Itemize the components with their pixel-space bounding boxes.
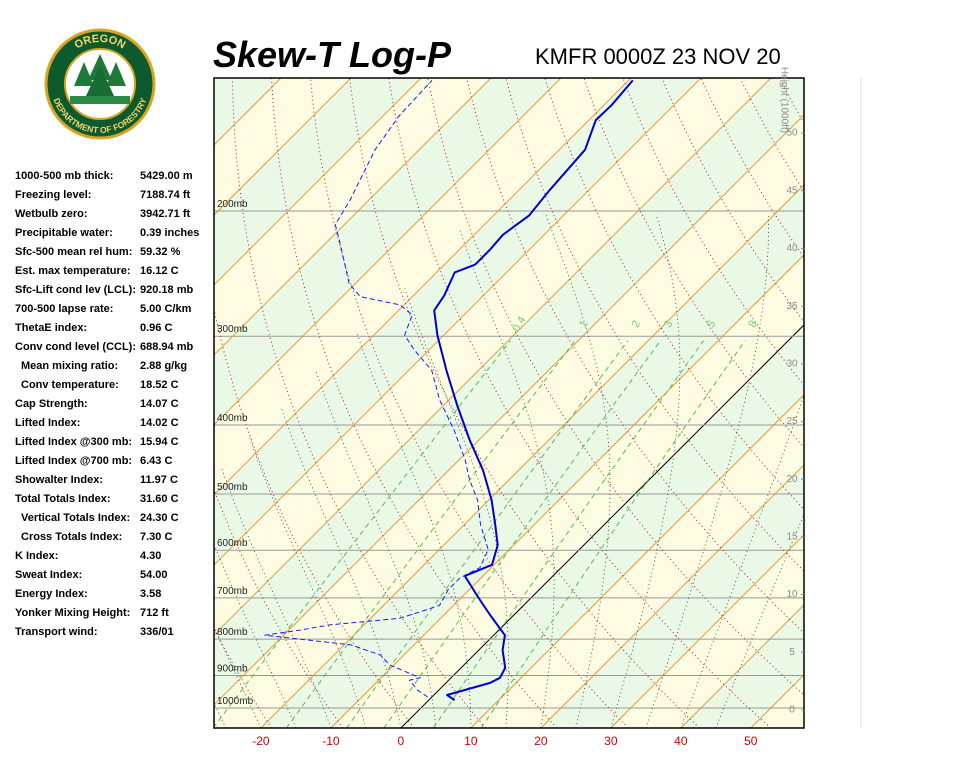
index-label: Yonker Mixing Height: bbox=[15, 607, 130, 619]
height-label: 0 bbox=[789, 705, 795, 716]
index-value: 3942.71 ft bbox=[140, 208, 190, 220]
dry-adiabat bbox=[778, 75, 960, 728]
height-label: 25 bbox=[786, 416, 798, 427]
dry-adiabat bbox=[855, 75, 960, 728]
index-value: 24.30 C bbox=[140, 512, 179, 524]
index-value: 920.18 mb bbox=[140, 284, 193, 296]
index-label: Energy Index: bbox=[15, 588, 88, 600]
pressure-label: 500mb bbox=[217, 482, 248, 493]
index-label: Mean mixing ratio: bbox=[21, 360, 118, 372]
height-label: 5 bbox=[789, 647, 795, 658]
index-label: Conv temperature: bbox=[21, 379, 119, 391]
index-label: Cross Totals Index: bbox=[21, 531, 122, 543]
logo: OREGON DEPARTMENT OF FORESTRY bbox=[46, 30, 154, 138]
index-label: Sfc-Lift cond lev (LCL): bbox=[15, 284, 136, 296]
index-value: 336/01 bbox=[140, 626, 174, 638]
indices-table: 1000-500 mb thick: 5429.00 m Freezing leve… bbox=[15, 170, 199, 638]
title: Skew-T Log-P bbox=[213, 34, 452, 75]
index-value: 0.39 inches bbox=[140, 227, 199, 239]
index-label: ThetaE index: bbox=[15, 322, 87, 334]
dry-adiabat bbox=[816, 75, 960, 728]
height-label: 10 bbox=[786, 589, 798, 600]
index-label: Freezing level: bbox=[15, 189, 91, 201]
index-value: 688.94 mb bbox=[140, 341, 193, 353]
index-label: Transport wind: bbox=[15, 626, 98, 638]
x-tick-label: 30 bbox=[604, 734, 618, 748]
index-value: 7.30 C bbox=[140, 531, 172, 543]
index-value: 54.00 bbox=[140, 569, 168, 581]
height-axis-title: Height (1000ft) bbox=[778, 67, 789, 133]
dry-adiabat bbox=[894, 75, 960, 728]
index-value: 15.94 C bbox=[140, 436, 179, 448]
index-value: 16.12 C bbox=[140, 265, 179, 277]
index-label: 1000-500 mb thick: bbox=[15, 170, 113, 182]
height-label: 40 bbox=[786, 243, 798, 254]
x-tick-label: -20 bbox=[252, 734, 270, 748]
height-label: 20 bbox=[786, 474, 798, 485]
pressure-label: 1000mb bbox=[217, 696, 254, 707]
index-label: Showalter Index: bbox=[15, 474, 103, 486]
station-time: KMFR 0000Z 23 NOV 20 bbox=[535, 44, 781, 69]
pressure-label: 600mb bbox=[217, 538, 248, 549]
index-label: Sweat Index: bbox=[15, 569, 82, 581]
pressure-label: 400mb bbox=[217, 413, 248, 424]
index-label: K Index: bbox=[15, 550, 58, 562]
index-label: Lifted Index: bbox=[15, 417, 80, 429]
index-label: Vertical Totals Index: bbox=[21, 512, 130, 524]
height-label: 35 bbox=[786, 301, 798, 312]
index-value: 7188.74 ft bbox=[140, 189, 190, 201]
index-value: 4.30 bbox=[140, 550, 161, 562]
height-label: 15 bbox=[786, 532, 798, 543]
pressure-label: 900mb bbox=[217, 663, 248, 674]
x-tick-label: 50 bbox=[744, 734, 758, 748]
x-tick-label: 20 bbox=[534, 734, 548, 748]
index-label: Conv cond level (CCL): bbox=[15, 341, 136, 353]
index-value: 2.88 g/kg bbox=[140, 360, 187, 372]
x-tick-label: 40 bbox=[674, 734, 688, 748]
x-tick-label: 0 bbox=[398, 734, 405, 748]
pressure-label: 700mb bbox=[217, 586, 248, 597]
index-value: 14.07 C bbox=[140, 398, 179, 410]
index-value: 14.02 C bbox=[140, 417, 179, 429]
height-label: 45 bbox=[786, 185, 798, 196]
index-value: 59.32 % bbox=[140, 246, 181, 258]
index-label: Wetbulb zero: bbox=[15, 208, 88, 220]
index-value: 11.97 C bbox=[140, 474, 178, 486]
index-label: Sfc-500 mean rel hum: bbox=[15, 246, 132, 258]
index-value: 5.00 C/km bbox=[140, 303, 192, 315]
index-label: Total Totals Index: bbox=[15, 493, 111, 505]
index-label: Lifted Index @300 mb: bbox=[15, 436, 132, 448]
index-label: Precipitable water: bbox=[15, 227, 113, 239]
index-label: 700-500 lapse rate: bbox=[15, 303, 113, 315]
index-value: 18.52 C bbox=[140, 379, 179, 391]
index-value: 31.60 C bbox=[140, 493, 179, 505]
index-label: Est. max temperature: bbox=[15, 265, 131, 277]
x-tick-label: 10 bbox=[464, 734, 478, 748]
index-label: Lifted Index @700 mb: bbox=[15, 455, 132, 467]
index-label: Cap Strength: bbox=[15, 398, 88, 410]
pressure-label: 200mb bbox=[217, 199, 248, 210]
index-value: 712 ft bbox=[140, 607, 169, 619]
index-value: 6.43 C bbox=[140, 455, 172, 467]
height-label: 30 bbox=[786, 358, 798, 369]
pressure-label: 800mb bbox=[217, 627, 248, 638]
pressure-label: 300mb bbox=[217, 324, 248, 335]
index-value: 5429.00 m bbox=[140, 170, 193, 182]
index-value: 3.58 bbox=[140, 588, 161, 600]
dry-adiabat bbox=[933, 75, 960, 728]
index-value: 0.96 C bbox=[140, 322, 172, 334]
x-tick-label: -10 bbox=[322, 734, 340, 748]
